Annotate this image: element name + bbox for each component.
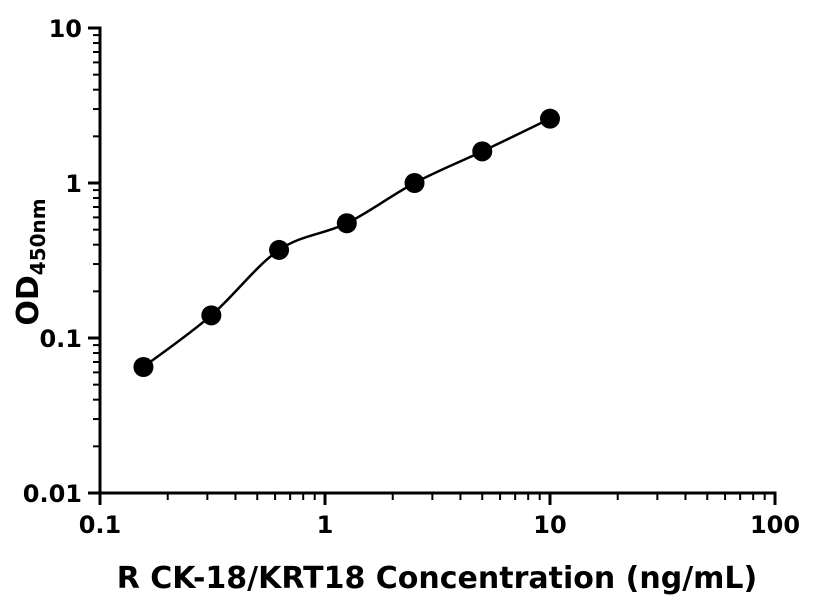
data-point <box>472 141 493 162</box>
data-point <box>540 108 560 129</box>
x-tick-label: 0.1 <box>79 511 122 539</box>
y-tick-label: 10 <box>49 15 82 43</box>
y-axis-title-main: OD <box>11 275 46 325</box>
x-tick-label: 1 <box>317 511 334 539</box>
y-tick-label: 0.1 <box>39 325 82 353</box>
x-tick-label: 100 <box>750 511 800 539</box>
y-axis-title: OD450nm <box>11 198 50 325</box>
x-axis-title: R CK-18/KRT18 Concentration (ng/mL) <box>117 561 758 596</box>
data-point <box>201 305 222 326</box>
data-point <box>336 213 357 234</box>
data-point <box>133 356 154 377</box>
y-tick-label: 0.01 <box>23 480 82 508</box>
y-tick-label: 1 <box>65 170 82 198</box>
axes-spines <box>98 26 777 495</box>
data-point <box>404 173 425 193</box>
y-axis-title-subscript: 450nm <box>26 198 50 275</box>
x-tick-label: 10 <box>533 511 566 539</box>
data-point <box>269 239 290 260</box>
